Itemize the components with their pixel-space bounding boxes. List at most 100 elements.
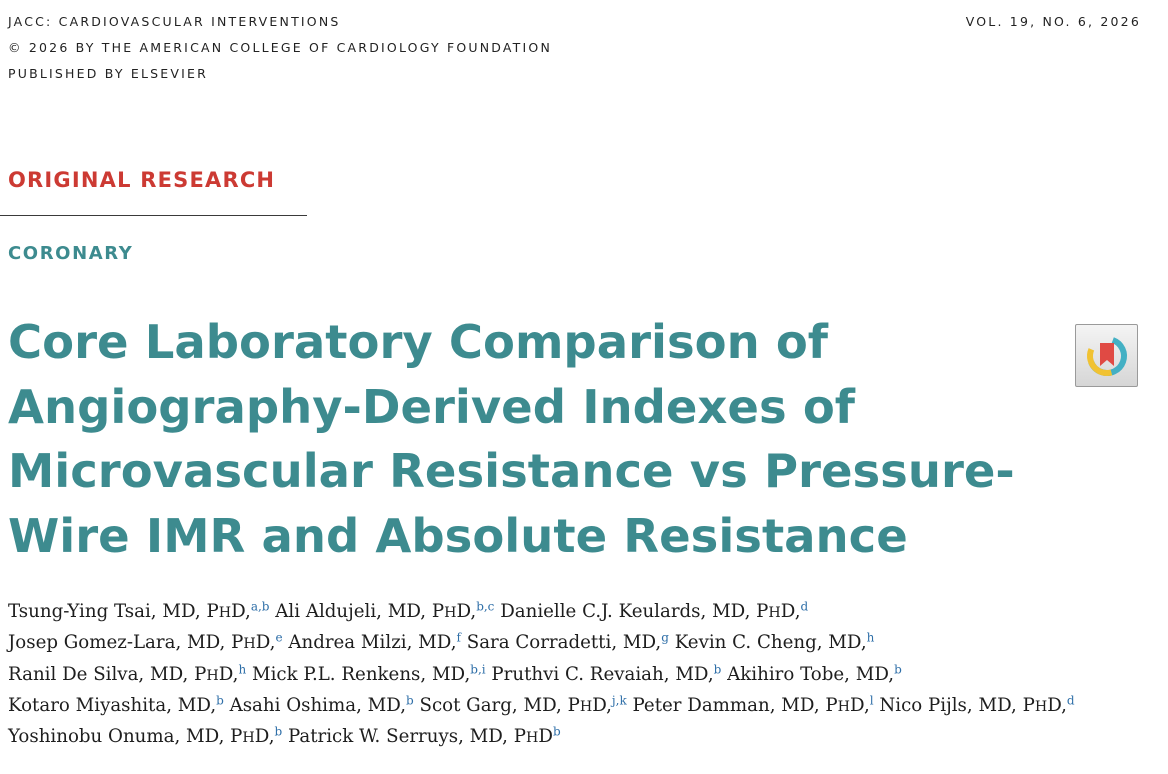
author-name: Scot Garg [419, 694, 512, 716]
author: Patrick W. Serruys, MD, PHDb [287, 724, 561, 748]
journal-name: JACC: CARDIOVASCULAR INTERVENTIONS [8, 14, 341, 29]
affiliation-link[interactable]: d [1066, 693, 1075, 708]
affiliation-link[interactable]: g [661, 630, 669, 645]
author-name: Sara Corradetti [466, 632, 612, 654]
author: Josep Gomez-Lara, MD, PHD,e [8, 630, 283, 654]
author-degree: D [538, 726, 553, 748]
affiliation-link[interactable]: f [456, 630, 461, 645]
author: Scot Garg, MD, PHD,j,k [419, 693, 627, 716]
author-degree: , MD, P [700, 601, 769, 622]
affiliation-link[interactable]: b [406, 693, 414, 708]
affiliation-link[interactable]: b [894, 662, 902, 676]
affiliation-link[interactable]: b [552, 724, 561, 739]
affiliation-link[interactable]: d [800, 599, 809, 614]
article-title: Core Laboratory Comparison of Angiograph… [8, 310, 1015, 568]
author: Ali Aldujeli, MD, PHD,b,c [275, 599, 495, 622]
affiliation-link[interactable]: e [275, 630, 283, 645]
author-degree: , MD, [420, 663, 471, 685]
author-name: Asahi Oshima [229, 694, 357, 716]
author-degree: H [837, 698, 851, 715]
author-degree: , MD, P [376, 601, 445, 622]
author: Mick P.L. Renkens, MD,b,i [251, 662, 486, 685]
author: Tsung-Ying Tsai, MD, PHD,a,b [8, 599, 270, 622]
author-name: Ranil De Silva [8, 663, 139, 685]
author-degree: H [218, 605, 232, 621]
author-degree: , MD, P [769, 694, 838, 716]
author-name: Kotaro Miyashita [8, 694, 167, 716]
author-degree: , MD, P [150, 601, 219, 622]
publisher-line: PUBLISHED BY ELSEVIER [8, 66, 208, 81]
affiliation-link[interactable]: h [866, 630, 875, 645]
author-degree: , MD, P [511, 694, 580, 716]
author: Kevin C. Cheng, MD,h [674, 630, 875, 654]
author-degree: D, [456, 601, 477, 622]
journal-header: JACC: CARDIOVASCULAR INTERVENTIONS © 202… [8, 9, 552, 87]
author-name: Kevin C. Cheng [674, 632, 817, 654]
author: Peter Damman, MD, PHD,l [633, 693, 874, 716]
author: Asahi Oshima, MD,b [229, 693, 414, 716]
author: Kotaro Miyashita, MD,b [8, 693, 224, 716]
title-line: Wire IMR and Absolute Resistance [8, 508, 908, 563]
author: Pruthvi C. Revaiah, MD,b [491, 662, 722, 685]
section-label: CORONARY [8, 243, 134, 264]
author-degree: D, [1047, 694, 1067, 716]
title-line: Core Laboratory Comparison of [8, 315, 829, 369]
author-degree: , MD, P [458, 726, 526, 748]
author-degree: , MD, P [138, 663, 207, 685]
author-degree: D, [592, 694, 612, 716]
affiliation-link[interactable]: b [274, 724, 283, 739]
affiliation-link[interactable]: h [238, 662, 247, 676]
author: Yoshinobu Onuma, MD, PHD,b [8, 724, 283, 748]
author-name: Tsung-Ying Tsai [8, 601, 151, 622]
author-degree: , MD, P [174, 726, 243, 748]
author-degree: H [243, 636, 256, 653]
author-degree: , MD, [844, 663, 895, 685]
author-degree: , MD, [356, 694, 406, 716]
author: Akihiro Tobe, MD,b [727, 662, 902, 685]
author-name: Ali Aldujeli [275, 601, 377, 622]
check-for-updates-button[interactable] [1075, 324, 1138, 387]
affiliation-link[interactable]: l [869, 693, 874, 708]
author-degree: , MD, [611, 632, 662, 654]
author: Andrea Milzi, MD,f [288, 630, 461, 654]
author-degree: H [206, 667, 219, 684]
author-line: Tsung-Ying Tsai, MD, PHD,a,b Ali Aldujel… [8, 597, 1075, 628]
title-line: Microvascular Resistance vs Pressure- [8, 444, 1015, 498]
author-degree: , MD, P [966, 694, 1035, 716]
article-type-divider [0, 215, 307, 216]
affiliation-link[interactable]: j,k [611, 693, 627, 708]
author-list: Tsung-Ying Tsai, MD, PHD,a,b Ali Aldujel… [8, 597, 1075, 753]
volume-issue: VOL. 19, NO. 6, 2026 [965, 14, 1141, 29]
author-degree: D, [218, 663, 239, 685]
author-name: Akihiro Tobe [727, 663, 845, 685]
affiliation-link[interactable]: b,c [476, 599, 495, 614]
author-line: Kotaro Miyashita, MD,b Asahi Oshima, MD,… [8, 691, 1075, 722]
author-name: Mick P.L. Renkens [251, 663, 421, 685]
author-line: Yoshinobu Onuma, MD, PHD,b Patrick W. Se… [8, 722, 1075, 753]
author-degree: H [242, 730, 255, 747]
affiliation-link[interactable]: b,i [470, 662, 486, 676]
author: Sara Corradetti, MD,g [466, 630, 669, 654]
article-type-label: ORIGINAL RESEARCH [8, 168, 276, 192]
author-degree: , MD, [166, 694, 217, 716]
author: Nico Pijls, MD, PHD,d [879, 693, 1075, 716]
author-degree: H [579, 698, 593, 715]
crossmark-bookmark-icon [1086, 335, 1127, 376]
author-name: Pruthvi C. Revaiah [491, 663, 664, 685]
author-name: Nico Pijls [879, 694, 967, 716]
author-degree: , MD, P [175, 632, 244, 654]
affiliation-link[interactable]: b [216, 693, 224, 708]
author-name: Yoshinobu Onuma [8, 726, 175, 748]
author-degree: D, [850, 694, 870, 716]
affiliation-link[interactable]: a,b [250, 599, 270, 614]
author-degree: D, [231, 601, 251, 622]
author-degree: , MD, [663, 663, 714, 685]
author-degree: D, [780, 601, 801, 622]
affiliation-link[interactable]: b [713, 662, 722, 676]
author-degree: H [768, 605, 781, 621]
copyright-line: © 2026 BY THE AMERICAN COLLEGE OF CARDIO… [8, 40, 552, 55]
author-degree: D, [255, 632, 276, 654]
author-name: Patrick W. Serruys [287, 726, 459, 748]
author-degree: H [525, 730, 539, 747]
author: Ranil De Silva, MD, PHD,h [8, 662, 247, 685]
